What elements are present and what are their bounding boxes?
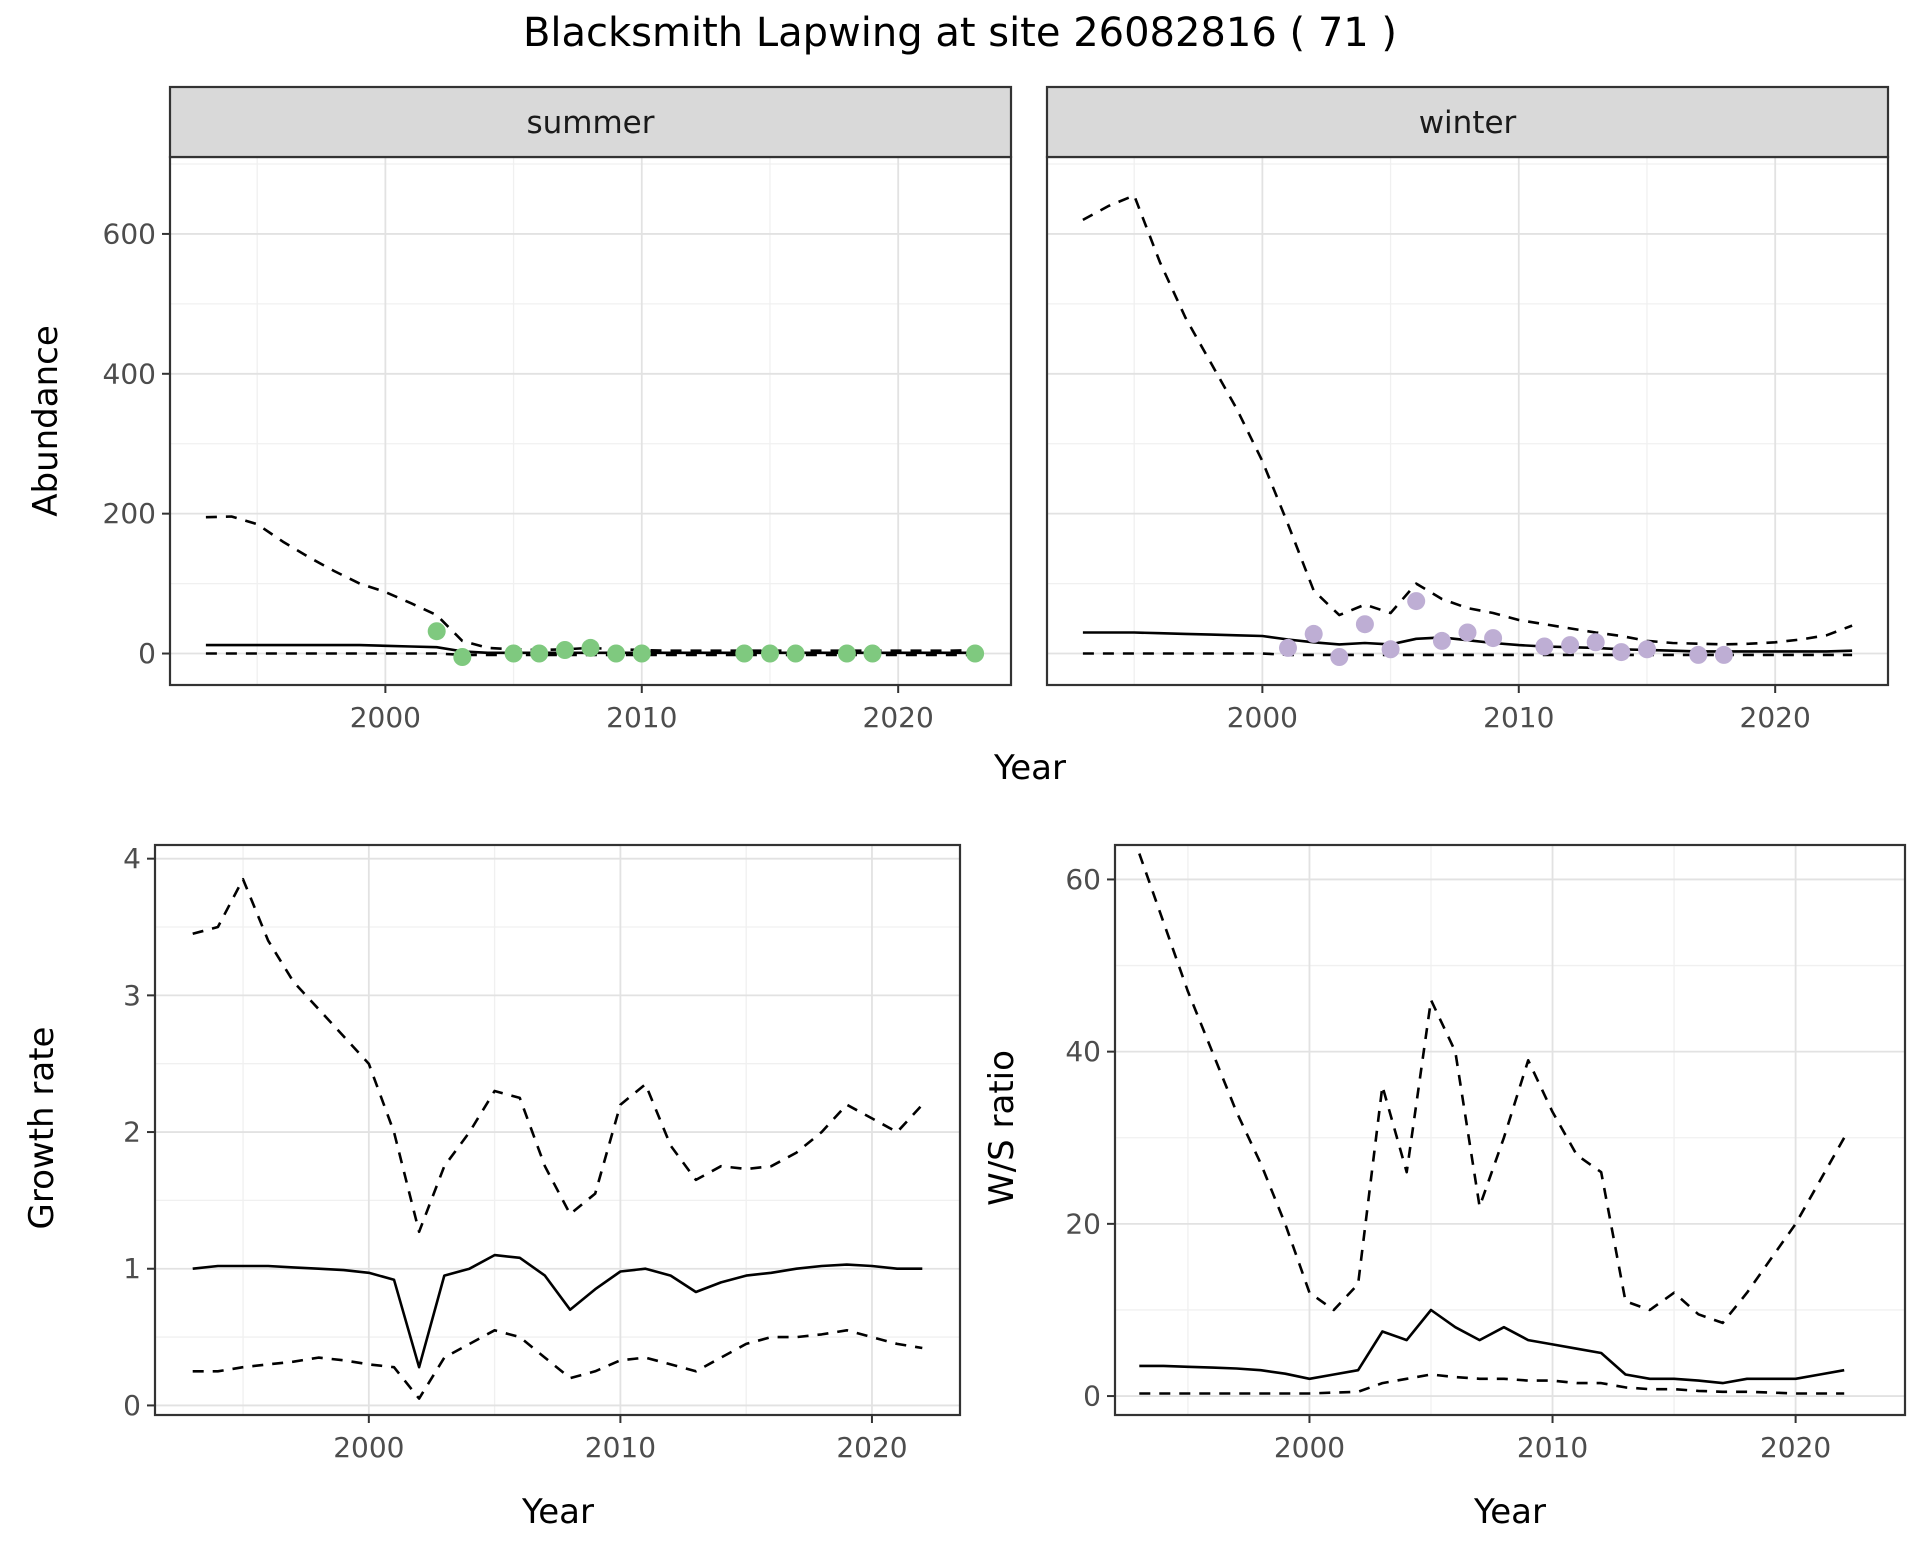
x-tick-label: 2020	[1740, 701, 1811, 734]
data-point	[1407, 592, 1426, 611]
series-lower-ci	[1139, 1373, 1845, 1395]
growth-rate-panel: 2000 2010 2020 0 1 2 3 4	[123, 842, 962, 1464]
x-tick-label: 2010	[1517, 1431, 1588, 1464]
x-tick-label: 2020	[1760, 1431, 1831, 1464]
abundance-summer-panel: summer 2000 2010 2020 0 200 400 600	[103, 85, 1013, 734]
data-point	[761, 644, 779, 663]
y-tick-label: 1	[123, 1252, 141, 1285]
x-tick-label: 2020	[836, 1431, 907, 1464]
panel-background	[155, 845, 960, 1415]
y-tick-label: 0	[123, 1389, 141, 1422]
data-point	[1432, 631, 1451, 650]
series-upper-ci	[1082, 194, 1853, 646]
abundance-x-axis-title: Year	[994, 748, 1066, 788]
facet-strip-label: winter	[1419, 105, 1517, 141]
y-tick-label: 400	[103, 357, 156, 390]
y-tick-label: 0	[1083, 1380, 1101, 1413]
x-tick-label: 2000	[333, 1431, 404, 1464]
panel-border	[1113, 843, 1907, 1417]
y-tick-label: 4	[123, 842, 141, 875]
data-point	[607, 644, 626, 663]
panel-background	[170, 157, 1011, 685]
x-tick-label: 2010	[585, 1431, 656, 1464]
data-point	[1279, 638, 1297, 657]
data-point	[1714, 645, 1733, 664]
x-tick-label: 2000	[350, 701, 421, 734]
data-point	[966, 644, 985, 663]
abundance-winter-panel: winter 2000 2010 2020	[1045, 85, 1890, 734]
data-point	[1561, 636, 1580, 655]
series-estimate	[192, 1253, 923, 1369]
data-point	[504, 644, 523, 663]
data-point	[837, 644, 856, 663]
data-point	[1586, 633, 1605, 652]
growth-x-axis-title: Year	[522, 1492, 594, 1532]
data-point	[1612, 643, 1631, 662]
data-point	[1638, 640, 1656, 659]
facet-strip-label: summer	[526, 105, 654, 141]
data-point	[427, 622, 446, 641]
data-point	[1535, 637, 1554, 656]
data-point	[1330, 648, 1349, 666]
growth-y-axis-title: Growth rate	[22, 1026, 62, 1230]
x-tick-label: 2020	[863, 701, 934, 734]
y-tick-label: 40	[1065, 1035, 1101, 1068]
data-point	[632, 644, 651, 663]
y-tick-label: 3	[123, 979, 141, 1012]
series-lower-ci	[192, 1328, 923, 1400]
series-upper-ci	[192, 877, 924, 1234]
data-point	[453, 648, 472, 666]
data-point	[1381, 640, 1400, 659]
abundance-y-axis-title: Abundance	[26, 325, 66, 517]
data-point	[555, 641, 574, 659]
y-tick-label: 200	[103, 497, 156, 530]
data-point	[1355, 615, 1374, 634]
y-tick-label: 20	[1065, 1207, 1101, 1240]
ws-x-axis-title: Year	[1474, 1492, 1546, 1532]
series-upper-ci	[1138, 853, 1846, 1325]
facet-strip	[168, 85, 1013, 159]
data-point	[1484, 629, 1503, 648]
data-point	[863, 644, 882, 663]
data-point	[1458, 623, 1477, 642]
data-point	[1304, 624, 1323, 643]
y-tick-label: 0	[138, 637, 156, 670]
ws-ratio-panel: 2000 2010 2020 0 20 40 60	[1065, 843, 1907, 1464]
page-title: Blacksmith Lapwing at site 26082816 ( 71…	[522, 10, 1398, 56]
facet-strip	[1045, 85, 1890, 159]
panel-border	[153, 843, 962, 1417]
panel-background	[1047, 157, 1888, 685]
x-tick-label: 2010	[606, 701, 677, 734]
x-tick-label: 2000	[1274, 1431, 1345, 1464]
data-point	[786, 644, 805, 663]
series-estimate	[1139, 1308, 1845, 1385]
y-tick-label: 60	[1065, 863, 1101, 896]
ws-y-axis-title: W/S ratio	[982, 1050, 1022, 1206]
data-point	[530, 644, 549, 663]
data-point	[1689, 645, 1708, 664]
x-tick-label: 2000	[1227, 701, 1298, 734]
series-upper-ci	[205, 515, 976, 653]
x-tick-label: 2010	[1483, 701, 1554, 734]
panel-background	[1115, 845, 1905, 1415]
data-point	[581, 638, 600, 657]
data-point	[735, 644, 754, 663]
y-tick-label: 2	[123, 1116, 141, 1149]
y-tick-label: 600	[103, 217, 156, 250]
